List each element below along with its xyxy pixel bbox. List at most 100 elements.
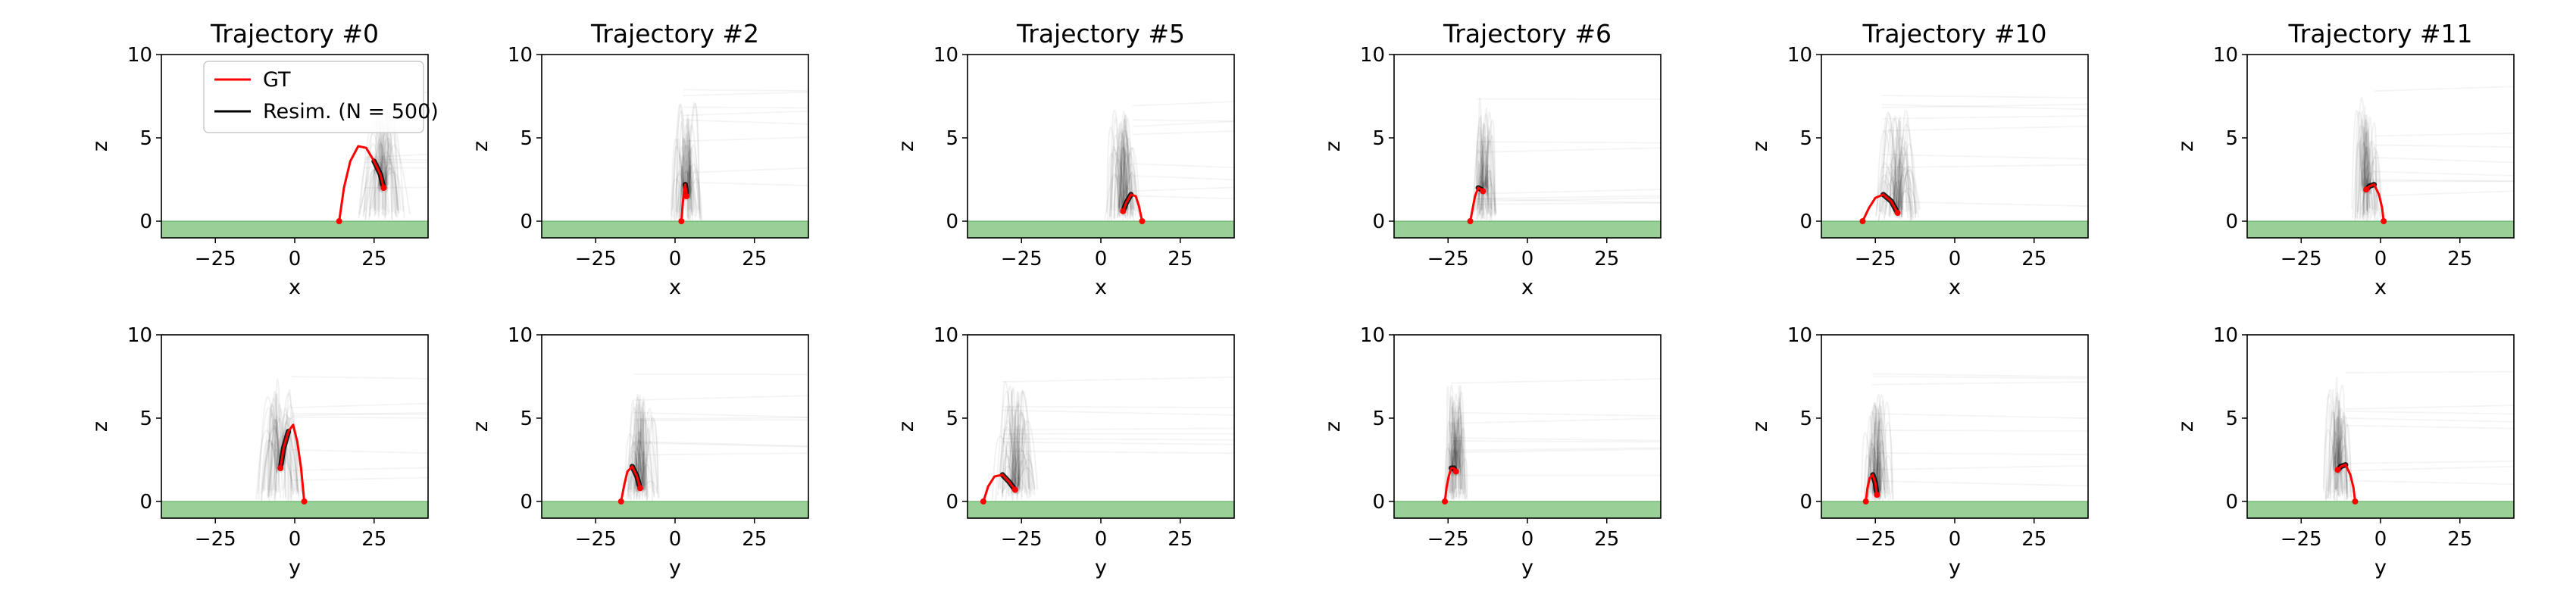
resim-streak: [1872, 375, 2088, 380]
resim-curve: [1879, 401, 1884, 501]
resim-curve: [671, 138, 684, 221]
axes-frame: [967, 54, 1235, 239]
resim-curve: [1867, 410, 1878, 500]
gt-start-point: [301, 498, 308, 504]
resim-curve: [2332, 416, 2343, 495]
resim-curve: [1449, 421, 1458, 493]
y-axis-label: z: [1321, 141, 1345, 152]
y-tick-label: 10: [2213, 44, 2238, 67]
resim-curve: [1472, 131, 1482, 214]
resim-curve: [683, 131, 691, 211]
resim-curve: [2334, 438, 2340, 498]
resim-curve: [1017, 460, 1026, 495]
x-tick-label: 25: [1168, 528, 1193, 551]
resim-streak: [683, 119, 808, 125]
resim-curve: [374, 155, 388, 211]
resim-curve: [1883, 176, 1902, 220]
resim-streak: [1451, 439, 1661, 443]
resim-curve: [635, 396, 646, 497]
resim-curve: [1473, 175, 1484, 216]
resim-curve: [1011, 403, 1032, 498]
resim-curve: [2332, 376, 2338, 489]
resim-curve: [1455, 442, 1467, 499]
resim-curve: [639, 419, 643, 498]
resim-curve: [1479, 123, 1487, 211]
resim-curve: [1480, 180, 1487, 220]
gt-end-point: [1452, 468, 1459, 475]
resim-curve: [1878, 467, 1887, 495]
resim-curve: [627, 399, 637, 497]
resim-curve: [640, 442, 655, 497]
resim-curve: [1008, 405, 1020, 497]
gt-start-point: [1467, 218, 1474, 224]
resim-curve: [2362, 167, 2368, 216]
resim-curve: [377, 136, 381, 219]
resim-curve: [1897, 164, 1902, 218]
resim-curve: [1480, 127, 1485, 219]
resim-curve: [636, 431, 649, 498]
resim-curve: [2357, 125, 2366, 212]
resim-curve: [2366, 121, 2377, 210]
resim-curve: [2327, 441, 2335, 498]
resim-curve: [1453, 423, 1462, 490]
resim-curve: [1477, 180, 1483, 211]
resim-streak: [1002, 450, 1234, 454]
y-tick-label: 5: [139, 127, 152, 150]
y-tick-label: 10: [2213, 324, 2238, 347]
resim-curve: [1876, 394, 1889, 495]
resim-curve: [640, 396, 645, 495]
x-axis-label: y: [1095, 556, 1107, 579]
resim-curve: [1867, 439, 1879, 498]
resim-streak: [1872, 373, 2088, 378]
resim-curve: [383, 172, 387, 217]
resim-curve: [1874, 442, 1888, 493]
resim-curve: [1111, 117, 1121, 221]
resim-curve: [1887, 168, 1900, 218]
resim-curve: [1011, 449, 1030, 493]
resim-curve: [2361, 178, 2368, 211]
resim-curve: [1454, 450, 1458, 490]
x-tick-label: 25: [361, 528, 386, 551]
resim-curve: [268, 409, 278, 501]
y-tick-label: 5: [946, 127, 958, 150]
resim-streak: [1872, 479, 2088, 487]
resim-curve: [1880, 421, 1894, 500]
y-tick-label: 5: [1372, 127, 1385, 150]
resim-streak: [683, 110, 808, 117]
resim-streak: [1132, 163, 1234, 169]
gt-start-point: [1859, 218, 1866, 224]
resim-curve: [686, 118, 689, 211]
y-tick-label: 10: [1787, 324, 1812, 347]
gt-start-point: [1862, 498, 1869, 504]
x-tick-label: −25: [2281, 528, 2322, 551]
resim-curve: [1122, 125, 1133, 217]
resim-curve: [384, 158, 400, 214]
resim-curve: [1107, 152, 1121, 221]
resim-curve: [641, 408, 658, 495]
resim-curve: [1112, 174, 1123, 211]
resim-streak: [1002, 405, 1234, 409]
resim-curve: [2329, 439, 2341, 499]
resim-curve: [1114, 145, 1126, 211]
resim-curve: [2336, 417, 2343, 491]
resim-streak: [1881, 153, 2088, 160]
gt-trajectory-line: [338, 145, 385, 222]
y-tick-label: 0: [2225, 491, 2238, 514]
resim-curve: [642, 480, 658, 494]
resim-curve: [1106, 127, 1121, 214]
y-tick-label: 10: [508, 44, 533, 67]
resim-curve: [1896, 173, 1912, 220]
panel-title: Trajectory #5: [1016, 19, 1185, 48]
resim-streak: [1881, 200, 2088, 208]
resim-curve: [2327, 409, 2337, 492]
resim-curve: [2332, 395, 2343, 497]
resim-curve: [1453, 418, 1462, 493]
resim-curve: [1008, 457, 1017, 491]
resim-curve: [1119, 117, 1134, 218]
resim-curve: [2334, 384, 2346, 492]
resim-curve: [1450, 406, 1457, 497]
resim-curve: [1121, 158, 1129, 212]
resim-streak: [1872, 430, 2088, 433]
resim-curve: [1121, 130, 1130, 219]
y-tick-label: 0: [520, 491, 533, 514]
